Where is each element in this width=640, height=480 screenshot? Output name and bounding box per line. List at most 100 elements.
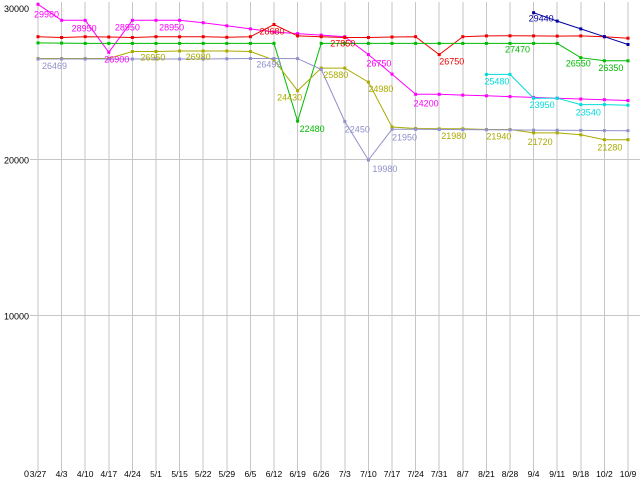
- data-point-red: [248, 35, 252, 39]
- x-axis-tick-label: 5/1: [150, 469, 162, 479]
- value-label: 22450: [345, 125, 370, 135]
- value-label: 28680: [259, 27, 284, 37]
- data-point-navy: [602, 35, 606, 39]
- x-axis-tick-label: 4/17: [101, 469, 118, 479]
- value-label: 26950: [140, 53, 165, 63]
- data-point-magenta: [225, 24, 229, 28]
- data-point-red: [83, 35, 87, 39]
- data-point-cyan: [508, 72, 512, 76]
- value-label: 28950: [72, 23, 97, 33]
- data-point-slate-blue: [36, 57, 40, 61]
- value-label: 26900: [104, 54, 129, 64]
- data-point-magenta: [83, 18, 87, 22]
- data-point-red: [60, 36, 64, 39]
- x-axis-tick-label: 4/10: [77, 469, 94, 479]
- value-label: 24430: [277, 93, 302, 103]
- data-point-magenta: [107, 50, 111, 54]
- data-point-olive: [225, 49, 229, 53]
- x-axis-tick-label: 5/15: [171, 469, 188, 479]
- data-point-red: [555, 34, 559, 38]
- x-axis-tick-label: 8/21: [478, 469, 495, 479]
- data-point-red: [225, 35, 229, 39]
- data-point-magenta: [437, 92, 441, 96]
- data-point-slate-blue: [248, 57, 252, 60]
- data-point-red: [36, 35, 40, 39]
- data-point-slate-blue: [414, 127, 418, 131]
- data-point-slate-blue: [602, 129, 606, 133]
- data-point-cyan: [484, 72, 488, 76]
- data-point-green: [296, 119, 300, 123]
- data-point-olive: [130, 50, 134, 53]
- value-label: 25480: [484, 76, 509, 86]
- x-axis-tick-label: 7/31: [431, 469, 448, 479]
- data-point-green: [248, 41, 252, 45]
- value-label: 25880: [323, 70, 348, 80]
- data-point-slate-blue: [532, 128, 536, 132]
- data-point-green: [414, 41, 418, 45]
- data-point-slate-blue: [508, 128, 512, 132]
- data-point-green: [366, 41, 370, 45]
- data-point-olive: [602, 138, 606, 142]
- data-point-magenta: [461, 93, 465, 97]
- data-point-slate-blue: [107, 57, 111, 61]
- value-label: 23540: [576, 108, 601, 118]
- data-point-green: [130, 41, 134, 45]
- data-point-magenta: [178, 18, 182, 22]
- x-axis-tick-label: 9/11: [549, 469, 565, 479]
- value-label: 29440: [529, 14, 554, 24]
- x-axis-tick-label: 3/27: [30, 469, 47, 479]
- data-point-green: [225, 41, 229, 45]
- data-point-slate-blue: [272, 57, 276, 60]
- data-point-red: [272, 23, 276, 26]
- x-axis-tick-label: 9/4: [528, 469, 540, 479]
- data-point-green: [201, 41, 205, 45]
- value-label: 29980: [34, 9, 59, 19]
- data-point-green: [532, 41, 536, 45]
- data-point-navy: [555, 19, 559, 23]
- data-point-magenta: [272, 30, 276, 34]
- y-axis-tick-label: 30000: [4, 4, 29, 14]
- x-axis-tick-label: 5/29: [219, 469, 236, 479]
- data-point-green: [178, 41, 182, 45]
- data-point-olive: [579, 133, 583, 137]
- x-axis-tick-label: 6/26: [313, 469, 330, 479]
- x-axis-tick-label: 7/3: [339, 469, 351, 479]
- data-point-slate-blue: [319, 67, 323, 71]
- data-point-magenta: [579, 97, 583, 101]
- value-label: 23950: [530, 100, 555, 110]
- data-point-magenta: [484, 94, 488, 98]
- data-point-green: [319, 41, 323, 45]
- x-axis-tick-label: 6/12: [266, 469, 283, 479]
- value-label: 24200: [414, 98, 439, 108]
- data-point-magenta: [296, 32, 300, 36]
- data-point-navy: [579, 27, 583, 31]
- data-point-magenta: [626, 99, 630, 102]
- value-label: 21950: [392, 132, 417, 142]
- value-label: 26750: [366, 59, 391, 69]
- data-point-red: [414, 35, 418, 39]
- data-point-magenta: [154, 18, 158, 22]
- x-axis-tick-label: 6/19: [289, 469, 306, 479]
- data-point-slate-blue: [626, 129, 630, 133]
- data-point-green: [484, 41, 488, 45]
- data-point-cyan: [602, 103, 606, 107]
- value-label: 26499: [256, 60, 281, 70]
- data-point-green: [36, 41, 40, 45]
- data-point-navy: [532, 11, 536, 15]
- x-axis-tick-label: 8/28: [502, 469, 519, 479]
- data-point-slate-blue: [130, 57, 134, 61]
- data-point-cyan: [626, 103, 630, 107]
- y-axis-tick-label: 10000: [4, 311, 29, 321]
- value-label: 26469: [42, 61, 67, 71]
- x-axis-tick-label: 8/7: [457, 469, 469, 479]
- data-point-green: [626, 59, 630, 63]
- x-axis-tick-label: 6/5: [244, 469, 256, 479]
- data-point-red: [390, 35, 394, 39]
- data-point-green: [390, 41, 394, 45]
- x-axis-tick-label: 4/24: [124, 469, 141, 479]
- x-axis-tick-label: 4/3: [56, 469, 68, 479]
- value-label: 26350: [598, 63, 623, 73]
- value-label: 28950: [159, 22, 184, 32]
- value-label: 27850: [330, 39, 355, 49]
